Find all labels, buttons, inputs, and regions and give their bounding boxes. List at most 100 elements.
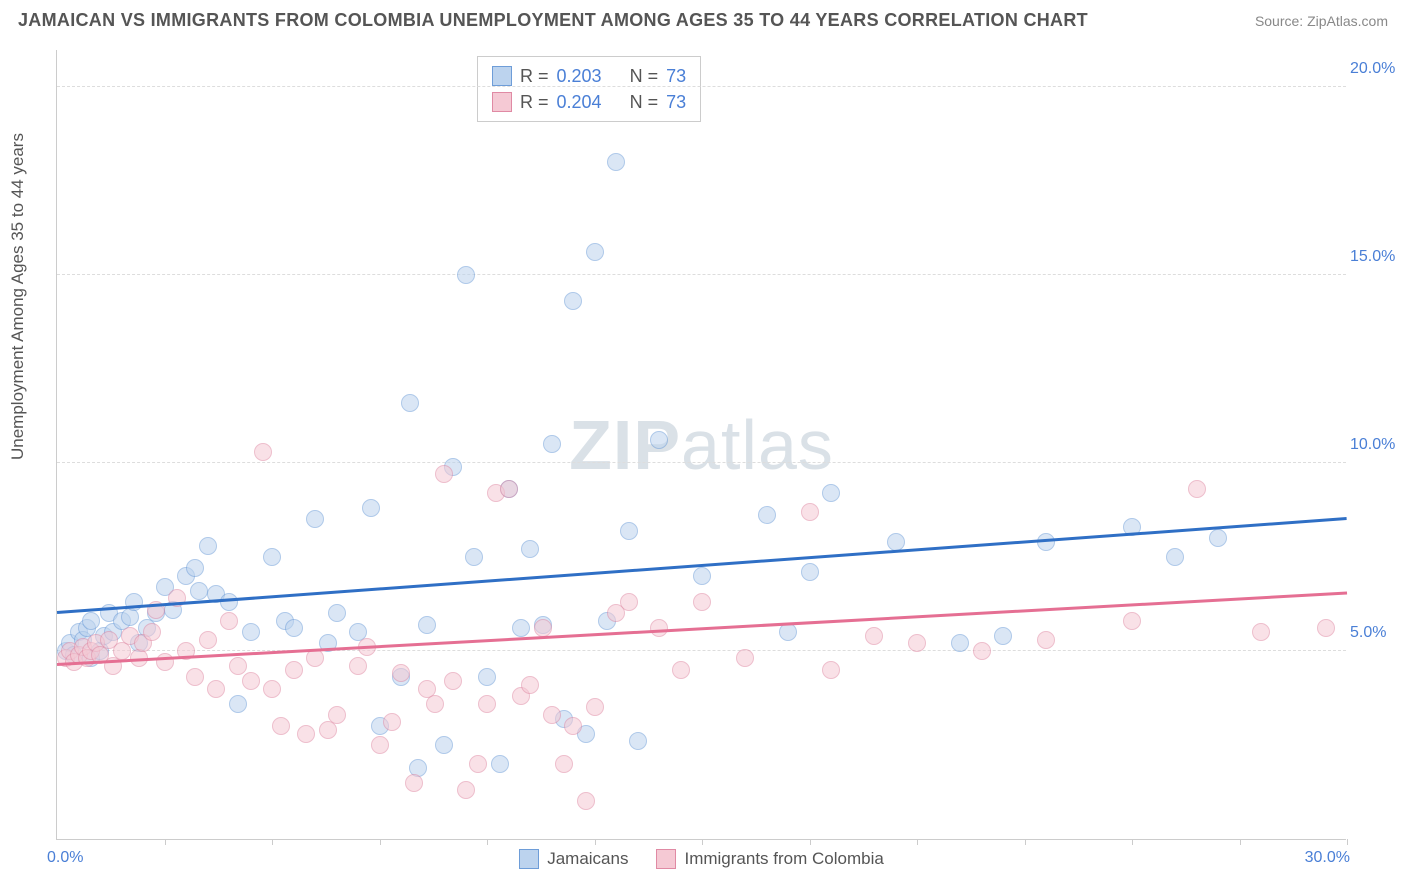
data-point bbox=[491, 755, 509, 773]
data-point bbox=[500, 480, 518, 498]
data-point bbox=[1252, 623, 1270, 641]
data-point bbox=[951, 634, 969, 652]
data-point bbox=[392, 664, 410, 682]
data-point bbox=[469, 755, 487, 773]
data-point bbox=[272, 717, 290, 735]
x-tick-mark bbox=[272, 839, 273, 845]
data-point bbox=[229, 657, 247, 675]
data-point bbox=[543, 706, 561, 724]
correlation-legend: R = 0.203 N = 73R =0.204N =73 bbox=[477, 56, 701, 122]
y-tick-label: 15.0% bbox=[1350, 248, 1400, 266]
data-point bbox=[629, 732, 647, 750]
data-point bbox=[543, 435, 561, 453]
series-legend: Jamaicans Immigrants from Colombia bbox=[57, 849, 1346, 869]
data-point bbox=[693, 567, 711, 585]
data-point bbox=[693, 593, 711, 611]
x-axis-max-label: 30.0% bbox=[1305, 849, 1350, 867]
data-point bbox=[1037, 631, 1055, 649]
data-point bbox=[229, 695, 247, 713]
data-point bbox=[865, 627, 883, 645]
data-point bbox=[349, 657, 367, 675]
gridline bbox=[57, 274, 1346, 275]
data-point bbox=[328, 604, 346, 622]
x-tick-mark bbox=[1132, 839, 1133, 845]
legend-row: R =0.204N =73 bbox=[492, 89, 686, 115]
legend-n-value: 73 bbox=[666, 66, 686, 87]
data-point bbox=[426, 695, 444, 713]
data-point bbox=[758, 506, 776, 524]
y-tick-label: 20.0% bbox=[1350, 60, 1400, 78]
legend-r-value: 0.203 bbox=[557, 66, 602, 87]
data-point bbox=[534, 619, 552, 637]
legend-series-label: Immigrants from Colombia bbox=[684, 849, 883, 869]
data-point bbox=[435, 465, 453, 483]
legend-n-label: N = bbox=[630, 66, 659, 87]
gridline bbox=[57, 462, 1346, 463]
data-point bbox=[650, 431, 668, 449]
legend-r-label: R = bbox=[520, 66, 549, 87]
data-point bbox=[190, 582, 208, 600]
data-point bbox=[263, 680, 281, 698]
x-tick-mark bbox=[487, 839, 488, 845]
data-point bbox=[220, 593, 238, 611]
data-point bbox=[801, 503, 819, 521]
data-point bbox=[887, 533, 905, 551]
data-point bbox=[220, 612, 238, 630]
data-point bbox=[577, 792, 595, 810]
data-point bbox=[285, 661, 303, 679]
legend-swatch bbox=[492, 92, 512, 112]
data-point bbox=[82, 612, 100, 630]
data-point bbox=[362, 499, 380, 517]
legend-swatch bbox=[519, 849, 539, 869]
y-axis-label: Unemployment Among Ages 35 to 44 years bbox=[8, 133, 28, 460]
data-point bbox=[1166, 548, 1184, 566]
data-point bbox=[1188, 480, 1206, 498]
data-point bbox=[199, 537, 217, 555]
legend-item: Immigrants from Colombia bbox=[656, 849, 883, 869]
data-point bbox=[607, 153, 625, 171]
data-point bbox=[478, 668, 496, 686]
watermark: ZIPatlas bbox=[569, 405, 834, 485]
data-point bbox=[620, 593, 638, 611]
data-point bbox=[186, 559, 204, 577]
x-tick-mark bbox=[380, 839, 381, 845]
legend-swatch bbox=[492, 66, 512, 86]
data-point bbox=[801, 563, 819, 581]
data-point bbox=[822, 484, 840, 502]
data-point bbox=[263, 548, 281, 566]
data-point bbox=[254, 443, 272, 461]
x-tick-mark bbox=[810, 839, 811, 845]
data-point bbox=[478, 695, 496, 713]
data-point bbox=[779, 623, 797, 641]
x-tick-mark bbox=[917, 839, 918, 845]
data-point bbox=[207, 680, 225, 698]
data-point bbox=[521, 676, 539, 694]
x-tick-mark bbox=[165, 839, 166, 845]
data-point bbox=[383, 713, 401, 731]
data-point bbox=[736, 649, 754, 667]
legend-swatch bbox=[656, 849, 676, 869]
x-tick-mark bbox=[1347, 839, 1348, 845]
legend-series-label: Jamaicans bbox=[547, 849, 628, 869]
data-point bbox=[242, 623, 260, 641]
legend-item: Jamaicans bbox=[519, 849, 628, 869]
data-point bbox=[620, 522, 638, 540]
data-point bbox=[465, 548, 483, 566]
data-point bbox=[586, 698, 604, 716]
chart-container: Unemployment Among Ages 35 to 44 years Z… bbox=[0, 40, 1406, 892]
gridline bbox=[57, 650, 1346, 651]
data-point bbox=[306, 649, 324, 667]
data-point bbox=[328, 706, 346, 724]
x-axis-min-label: 0.0% bbox=[47, 849, 83, 867]
chart-title: JAMAICAN VS IMMIGRANTS FROM COLOMBIA UNE… bbox=[18, 10, 1088, 31]
data-point bbox=[401, 394, 419, 412]
data-point bbox=[1123, 612, 1141, 630]
gridline bbox=[57, 86, 1346, 87]
x-tick-mark bbox=[1025, 839, 1026, 845]
data-point bbox=[444, 672, 462, 690]
x-tick-mark bbox=[1240, 839, 1241, 845]
data-point bbox=[435, 736, 453, 754]
legend-n-label: N = bbox=[630, 92, 659, 113]
data-point bbox=[564, 292, 582, 310]
data-point bbox=[418, 616, 436, 634]
